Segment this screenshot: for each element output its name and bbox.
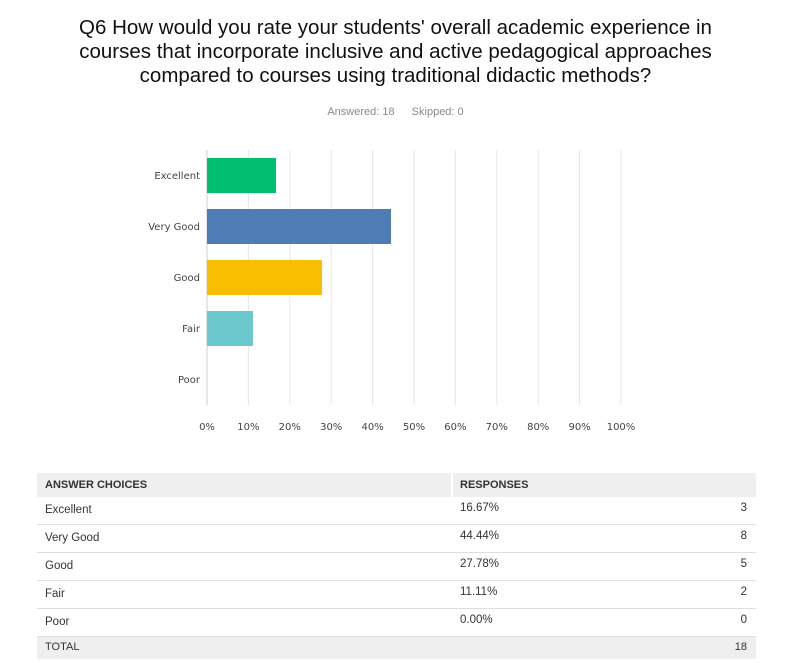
x-tick-label: 30% — [320, 422, 342, 433]
table-row: Very Good 44.44% 8 — [37, 525, 756, 553]
table-row: Excellent 16.67% 3 — [37, 497, 756, 525]
responses-table: ANSWER CHOICES RESPONSES Excellent 16.67… — [37, 473, 756, 659]
response-count: 0 — [740, 614, 747, 626]
question-title: Q6 How would you rate your students' ove… — [40, 16, 751, 88]
answer-choice: Very Good — [45, 532, 100, 544]
question-title-line-1: Q6 How would you rate your students' ove… — [79, 16, 712, 39]
x-tick-label: 100% — [607, 422, 636, 433]
table-header: ANSWER CHOICES RESPONSES — [37, 473, 756, 497]
x-tick-label: 40% — [361, 422, 383, 433]
bar — [207, 158, 277, 193]
answer-choice: Good — [45, 560, 74, 572]
response-percent: 16.67% — [460, 502, 500, 514]
response-count: 2 — [740, 586, 747, 598]
x-tick-label: 70% — [486, 422, 508, 433]
answer-choice: Fair — [45, 588, 65, 600]
table-total-row: TOTAL 18 — [37, 637, 756, 659]
answer-choice: Excellent — [45, 504, 92, 516]
skipped-count: Skipped: 0 — [411, 106, 464, 118]
bar-chart: 0% 10% 20% 30% 40% 50% 60% 70% 80% 90% 100% Excelle… — [148, 150, 636, 433]
response-count: 8 — [740, 530, 747, 542]
table-row: Good 27.78% 5 — [37, 553, 756, 581]
question-title-line-3: compared to courses using traditional di… — [139, 64, 652, 87]
response-count: 5 — [740, 558, 747, 570]
response-percent: 44.44% — [460, 530, 500, 542]
x-tick-label: 50% — [403, 422, 425, 433]
response-percent: 27.78% — [460, 558, 500, 570]
x-tick-label: 90% — [568, 422, 590, 433]
bar — [207, 209, 391, 244]
category-label: Very Good — [148, 222, 200, 233]
answer-choice: Poor — [45, 616, 70, 628]
question-title-line-2: courses that incorporate inclusive and a… — [79, 40, 712, 63]
table-row: Poor 0.00% 0 — [37, 609, 756, 637]
x-tick-label: 80% — [527, 422, 549, 433]
answered-count: Answered: 18 — [327, 106, 395, 118]
header-responses: RESPONSES — [460, 479, 529, 491]
header-answer-choices: ANSWER CHOICES — [45, 479, 148, 491]
response-percent: 11.11% — [460, 586, 498, 598]
bar — [207, 260, 323, 295]
x-tick-label: 10% — [237, 422, 259, 433]
x-tick-label: 60% — [444, 422, 466, 433]
category-label: Poor — [178, 375, 201, 386]
response-count: 3 — [740, 502, 747, 514]
total-count: 18 — [734, 641, 747, 653]
header-divider — [451, 473, 453, 497]
bar — [207, 311, 253, 346]
total-label: TOTAL — [45, 641, 80, 653]
table-row: Fair 11.11% 2 — [37, 581, 756, 609]
x-tick-label: 0% — [199, 422, 215, 433]
category-label: Good — [174, 273, 200, 284]
category-label: Fair — [182, 324, 201, 335]
category-label: Excellent — [154, 171, 200, 182]
response-percent: 0.00% — [460, 614, 493, 626]
x-tick-label: 20% — [279, 422, 301, 433]
response-summary: Answered: 18 Skipped: 0 — [0, 106, 791, 118]
